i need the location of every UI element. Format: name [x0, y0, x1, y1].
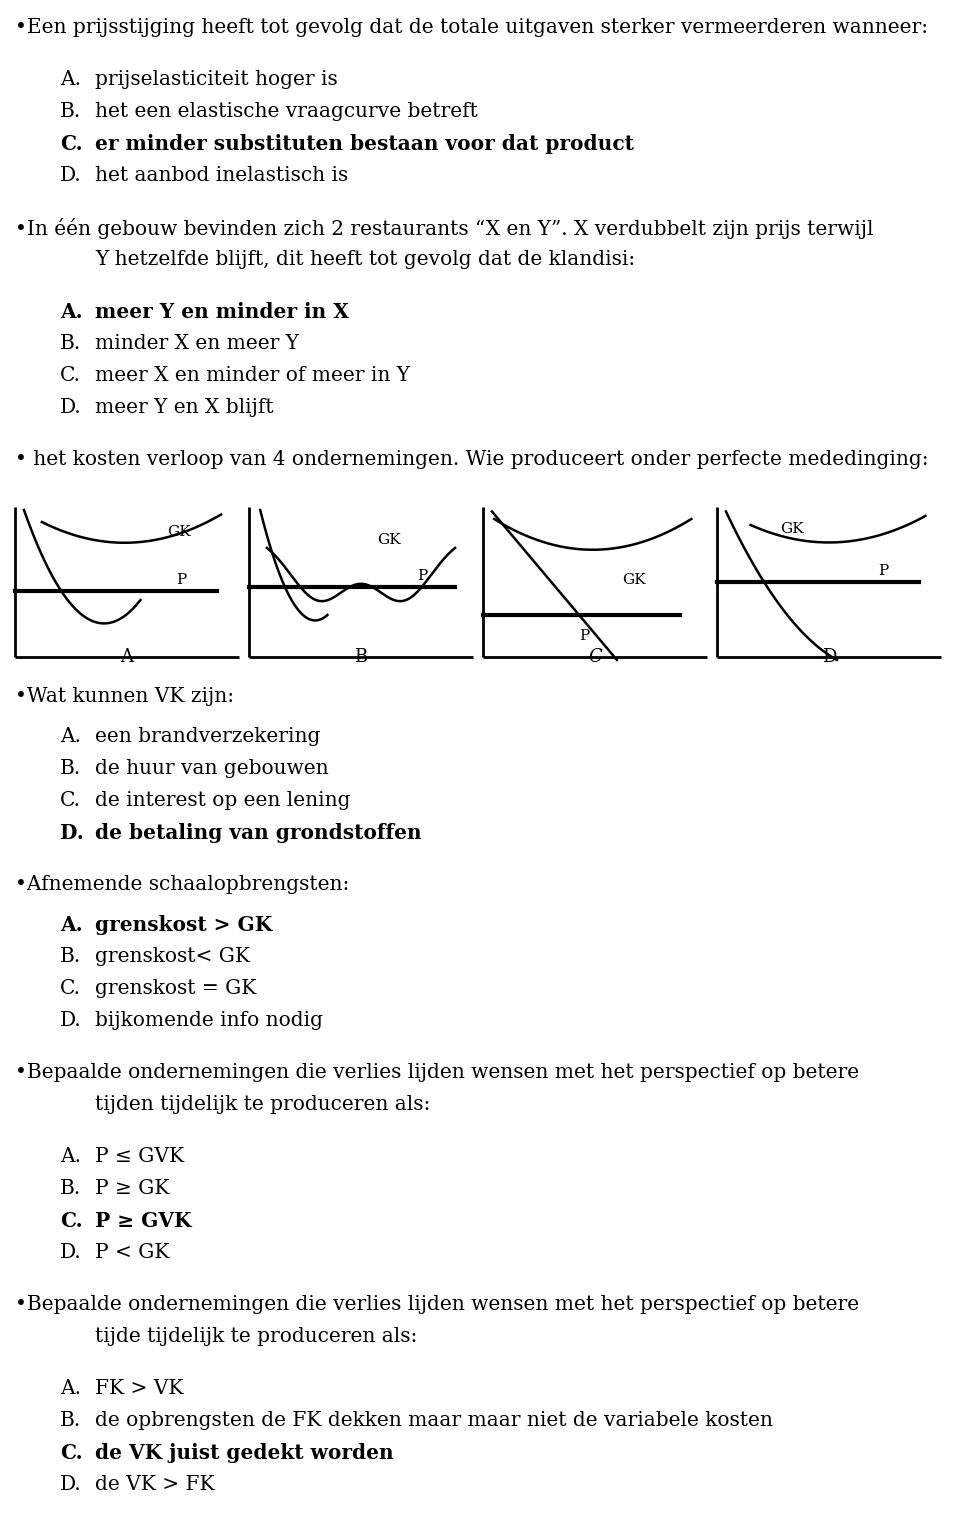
Text: A.: A. — [60, 302, 83, 322]
Text: •Wat kunnen VK zijn:: •Wat kunnen VK zijn: — [15, 687, 234, 706]
Text: grenskost > GK: grenskost > GK — [95, 914, 273, 936]
Text: •Afnemende schaalopbrengsten:: •Afnemende schaalopbrengsten: — [15, 875, 349, 895]
Text: B: B — [354, 648, 368, 666]
Text: D.: D. — [60, 166, 82, 184]
Text: meer Y en X blijft: meer Y en X blijft — [95, 398, 274, 418]
Text: P ≥ GK: P ≥ GK — [95, 1180, 170, 1198]
Text: het een elastische vraagcurve betreft: het een elastische vraagcurve betreft — [95, 102, 478, 120]
Text: FK > VK: FK > VK — [95, 1379, 183, 1398]
Text: A: A — [121, 648, 133, 666]
Text: de VK > FK: de VK > FK — [95, 1475, 215, 1494]
Text: de huur van gebouwen: de huur van gebouwen — [95, 759, 328, 777]
Text: prijselasticiteit hoger is: prijselasticiteit hoger is — [95, 70, 338, 88]
Text: B.: B. — [60, 1411, 82, 1430]
Text: GK: GK — [167, 524, 191, 539]
Text: het aanbod inelastisch is: het aanbod inelastisch is — [95, 166, 348, 184]
Text: A.: A. — [60, 70, 81, 88]
Text: tijden tijdelijk te produceren als:: tijden tijdelijk te produceren als: — [95, 1096, 430, 1114]
Text: P: P — [417, 568, 427, 582]
Text: meer Y en minder in X: meer Y en minder in X — [95, 302, 349, 322]
Text: grenskost< GK: grenskost< GK — [95, 946, 250, 966]
Text: B.: B. — [60, 1180, 82, 1198]
Text: bijkomende info nodig: bijkomende info nodig — [95, 1010, 323, 1030]
Text: de VK juist gedekt worden: de VK juist gedekt worden — [95, 1443, 394, 1463]
Text: D: D — [822, 648, 836, 666]
Text: A.: A. — [60, 1148, 81, 1166]
Text: C: C — [588, 648, 602, 666]
Text: B.: B. — [60, 946, 82, 966]
Text: D.: D. — [60, 1475, 82, 1494]
Text: •Een prijsstijging heeft tot gevolg dat de totale uitgaven sterker vermeerderen : •Een prijsstijging heeft tot gevolg dat … — [15, 18, 928, 37]
Text: P: P — [878, 564, 889, 578]
Text: Y hetzelfde blijft, dit heeft tot gevolg dat de klandisi:: Y hetzelfde blijft, dit heeft tot gevolg… — [95, 250, 636, 270]
Text: tijde tijdelijk te produceren als:: tijde tijdelijk te produceren als: — [95, 1327, 418, 1346]
Text: •Bepaalde ondernemingen die verlies lijden wensen met het perspectief op betere: •Bepaalde ondernemingen die verlies lijd… — [15, 1064, 859, 1082]
Text: •In één gebouw bevinden zich 2 restaurants “X en Y”. X verdubbelt zijn prijs ter: •In één gebouw bevinden zich 2 restauran… — [15, 218, 874, 239]
Text: grenskost = GK: grenskost = GK — [95, 978, 256, 998]
Text: D.: D. — [60, 1010, 82, 1030]
Text: een brandverzekering: een brandverzekering — [95, 727, 321, 747]
Text: B.: B. — [60, 334, 82, 354]
Text: de opbrengsten de FK dekken maar maar niet de variabele kosten: de opbrengsten de FK dekken maar maar ni… — [95, 1411, 773, 1430]
Text: de betaling van grondstoffen: de betaling van grondstoffen — [95, 823, 421, 843]
Text: B.: B. — [60, 102, 82, 120]
Text: er minder substituten bestaan voor dat product: er minder substituten bestaan voor dat p… — [95, 134, 634, 154]
Text: P ≥ GVK: P ≥ GVK — [95, 1212, 191, 1231]
Text: D.: D. — [60, 823, 84, 843]
Text: de interest op een lening: de interest op een lening — [95, 791, 350, 809]
Text: C.: C. — [60, 366, 81, 386]
Text: A.: A. — [60, 727, 81, 747]
Text: GK: GK — [622, 573, 645, 587]
Text: P < GK: P < GK — [95, 1244, 170, 1262]
Text: GK: GK — [780, 523, 804, 536]
Text: C.: C. — [60, 1443, 83, 1463]
Text: C.: C. — [60, 978, 81, 998]
Text: P: P — [177, 573, 186, 587]
Text: B.: B. — [60, 759, 82, 777]
Text: P ≤ GVK: P ≤ GVK — [95, 1148, 184, 1166]
Text: •Bepaalde ondernemingen die verlies lijden wensen met het perspectief op betere: •Bepaalde ondernemingen die verlies lijd… — [15, 1295, 859, 1314]
Text: minder X en meer Y: minder X en meer Y — [95, 334, 299, 354]
Text: D.: D. — [60, 398, 82, 418]
Text: • het kosten verloop van 4 ondernemingen. Wie produceert onder perfecte mededing: • het kosten verloop van 4 ondernemingen… — [15, 450, 928, 469]
Text: A.: A. — [60, 914, 83, 936]
Text: meer X en minder of meer in Y: meer X en minder of meer in Y — [95, 366, 410, 386]
Text: P: P — [579, 629, 589, 643]
Text: C.: C. — [60, 134, 83, 154]
Text: A.: A. — [60, 1379, 81, 1398]
Text: D.: D. — [60, 1244, 82, 1262]
Text: C.: C. — [60, 1212, 83, 1231]
Text: C.: C. — [60, 791, 81, 809]
Text: GK: GK — [376, 532, 400, 547]
